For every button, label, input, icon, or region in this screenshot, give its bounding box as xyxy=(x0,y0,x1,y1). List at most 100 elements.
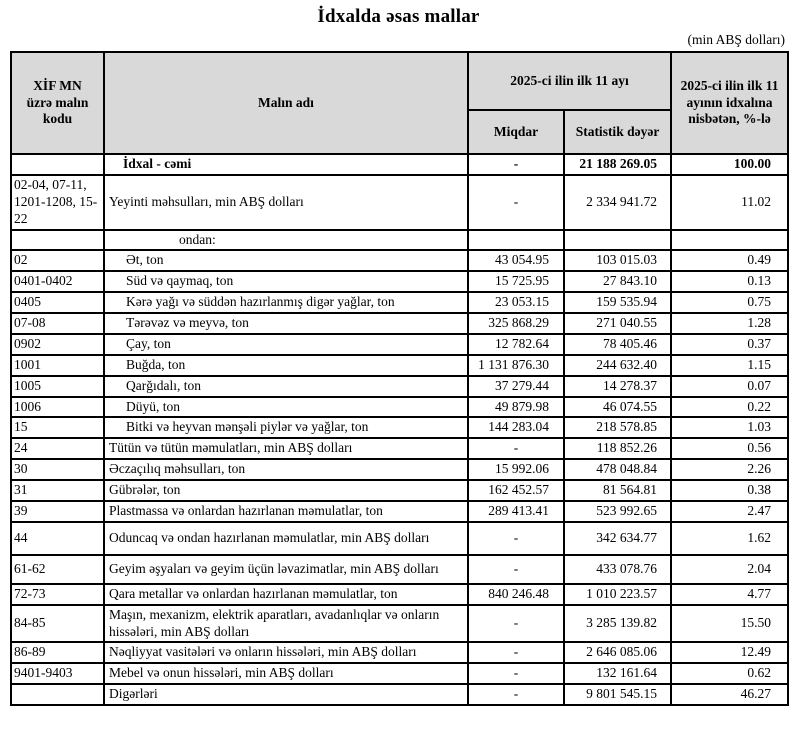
value-cell: 159 535.94 xyxy=(562,291,673,314)
share-cell: 12.49 xyxy=(670,641,790,665)
table-row: 72-73 Qara metallar və onlardan hazırlana… xyxy=(10,582,790,606)
table-row: 44 Oduncaq və ondan hazırlanan məmulatlar… xyxy=(10,520,790,556)
product-name-cell: Süd və qaymaq, ton xyxy=(103,270,469,294)
table-row: 31 Gübrələr, ton 162 452.57 81 564.81 0.38 xyxy=(10,479,790,502)
share-cell: 46.27 xyxy=(670,683,790,706)
imports-table: XİF MN üzrə malın kodu Malın adı 2025-ci… xyxy=(10,51,790,706)
table-row: 84-85 Maşın, mexanizm, elektrik aparatlar… xyxy=(10,603,790,644)
product-code-cell: 07-08 xyxy=(10,312,105,335)
product-code-cell: 84-85 xyxy=(10,603,105,644)
table-header: XİF MN üzrə malın kodu Malın adı 2025-ci… xyxy=(10,51,790,155)
value-cell: 244 632.40 xyxy=(562,353,673,377)
product-name-cell: Əczaçılıq məhsulları, ton xyxy=(103,458,469,481)
table-row: 61-62 Geyim əşyaları və geyim üçün ləvazi… xyxy=(10,553,790,585)
share-cell: 15.50 xyxy=(670,603,790,644)
share-cell: 2.26 xyxy=(670,458,790,481)
product-name-cell: Oduncaq və ondan hazırlanan məmulatlar, … xyxy=(103,520,469,556)
quantity-cell: 1 131 876.30 xyxy=(467,353,565,377)
quantity-cell: - xyxy=(467,437,565,461)
value-cell: 46 074.55 xyxy=(562,395,673,419)
product-name-cell: Ət, ton xyxy=(103,249,469,273)
table-row: 0401-0402 Süd və qaymaq, ton 15 725.95 27 8… xyxy=(10,270,790,294)
table-row: 1005 Qarğıdalı, ton 37 279.44 14 278.37 0.07 xyxy=(10,374,790,398)
product-code-cell xyxy=(10,683,105,706)
product-name-cell: Plastmassa və onlardan hazırlanan məmula… xyxy=(103,499,469,523)
product-code-cell: 15 xyxy=(10,416,105,440)
share-cell: 2.47 xyxy=(670,499,790,523)
product-code-cell: 86-89 xyxy=(10,641,105,665)
product-code-cell: 9401-9403 xyxy=(10,662,105,686)
table-row: 30 Əczaçılıq məhsulları, ton 15 992.06 478 … xyxy=(10,458,790,481)
product-name-cell: ondan: xyxy=(103,228,469,252)
quantity-cell: 840 246.48 xyxy=(467,582,565,606)
table-body: İdxal - cəmi -21 188 269.05 100.00 02-04, 0… xyxy=(10,153,790,706)
value-cell: 78 405.46 xyxy=(562,332,673,356)
share-cell: 2.04 xyxy=(670,553,790,585)
value-cell xyxy=(562,228,673,252)
table-row: 24 Tütün və tütün məmulatları, min ABŞ do… xyxy=(10,437,790,461)
table-row: 02-04, 07-11, 1201-1208, 15-22 Yeyinti mə… xyxy=(10,173,790,231)
product-code-cell: 24 xyxy=(10,437,105,461)
header-quantity: Miqdar xyxy=(467,109,565,155)
share-cell: 0.37 xyxy=(670,332,790,356)
product-code-cell: 72-73 xyxy=(10,582,105,606)
table-row: 1001 Buğda, ton 1 131 876.30 244 632.40 1.15 xyxy=(10,353,790,377)
quantity-cell: 23 053.15 xyxy=(467,291,565,314)
value-cell: 218 578.85 xyxy=(562,416,673,440)
share-cell: 1.28 xyxy=(670,312,790,335)
table-row: 15 Bitki və heyvan mənşəli piylər və yağl… xyxy=(10,416,790,440)
table-row: 07-08 Tərəvəz və meyvə, ton 325 868.29 271 … xyxy=(10,312,790,335)
quantity-cell: 15 992.06 xyxy=(467,458,565,481)
table-row: 9401-9403 Mebel və onun hissələri, min AB… xyxy=(10,662,790,686)
quantity-cell: - xyxy=(467,153,565,176)
quantity-cell: - xyxy=(467,553,565,585)
product-code-cell: 02 xyxy=(10,249,105,273)
value-cell: 2 334 941.72 xyxy=(562,173,673,231)
table-row: 1006 Düyü, ton 49 879.98 46 074.55 0.22 xyxy=(10,395,790,419)
quantity-cell: 37 279.44 xyxy=(467,374,565,398)
product-name-cell: Mebel və onun hissələri, min ABŞ dolları xyxy=(103,662,469,686)
product-name-cell: Kərə yağı və süddən hazırlanmış digər ya… xyxy=(103,291,469,314)
share-cell: 0.07 xyxy=(670,374,790,398)
value-cell: 478 048.84 xyxy=(562,458,673,481)
value-cell: 2 646 085.06 xyxy=(562,641,673,665)
page: İdxalda əsas mallar (min ABŞ dolları) Xİ… xyxy=(0,6,791,706)
table-row: 0902 Çay, ton 12 782.64 78 405.46 0.37 xyxy=(10,332,790,356)
product-name-cell: Digərləri xyxy=(103,683,469,706)
quantity-cell: 15 725.95 xyxy=(467,270,565,294)
value-cell: 118 852.26 xyxy=(562,437,673,461)
share-cell: 0.13 xyxy=(670,270,790,294)
value-cell: 342 634.77 xyxy=(562,520,673,556)
value-cell: 81 564.81 xyxy=(562,479,673,502)
share-cell: 1.15 xyxy=(670,353,790,377)
share-cell: 1.03 xyxy=(670,416,790,440)
value-cell: 3 285 139.82 xyxy=(562,603,673,644)
table-row: 0405 Kərə yağı və süddən hazırlanmış digə… xyxy=(10,291,790,314)
quantity-cell: 43 054.95 xyxy=(467,249,565,273)
value-cell: 433 078.76 xyxy=(562,553,673,585)
product-code-cell: 30 xyxy=(10,458,105,481)
product-code-cell: 31 xyxy=(10,479,105,502)
product-code-cell: 39 xyxy=(10,499,105,523)
product-name-cell: Qarğıdalı, ton xyxy=(103,374,469,398)
product-name-cell: Tütün və tütün məmulatları, min ABŞ doll… xyxy=(103,437,469,461)
product-name-cell: Gübrələr, ton xyxy=(103,479,469,502)
quantity-cell: 325 868.29 xyxy=(467,312,565,335)
product-name-cell: Bitki və heyvan mənşəli piylər və yağlar… xyxy=(103,416,469,440)
value-cell: 27 843.10 xyxy=(562,270,673,294)
quantity-cell: - xyxy=(467,603,565,644)
quantity-cell: - xyxy=(467,173,565,231)
product-code-cell: 1005 xyxy=(10,374,105,398)
quantity-cell: - xyxy=(467,520,565,556)
product-name-cell: Maşın, mexanizm, elektrik aparatları, av… xyxy=(103,603,469,644)
quantity-cell: 162 452.57 xyxy=(467,479,565,502)
table-row: 02 Ət, ton 43 054.95 103 015.03 0.49 xyxy=(10,249,790,273)
share-cell: 0.75 xyxy=(670,291,790,314)
value-cell: 9 801 545.15 xyxy=(562,683,673,706)
share-cell: 1.62 xyxy=(670,520,790,556)
value-cell: 21 188 269.05 xyxy=(562,153,673,176)
product-code-cell: 1006 xyxy=(10,395,105,419)
product-name-cell: Çay, ton xyxy=(103,332,469,356)
table-row: 86-89 Nəqliyyat vasitələri və onların his… xyxy=(10,641,790,665)
quantity-cell: 12 782.64 xyxy=(467,332,565,356)
